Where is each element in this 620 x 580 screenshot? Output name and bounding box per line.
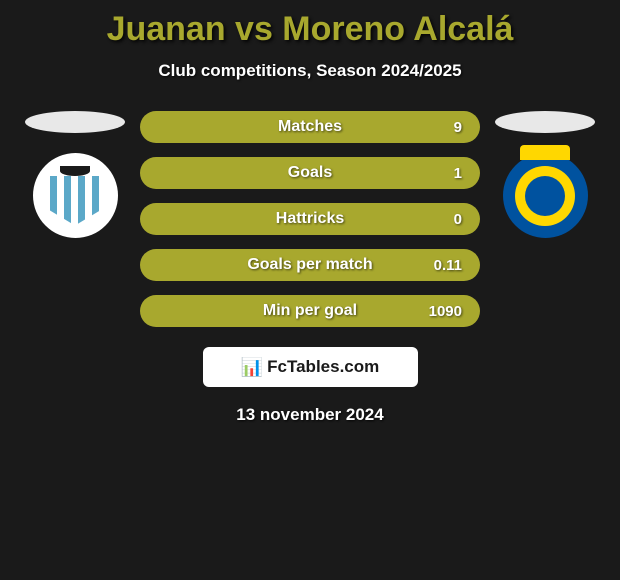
crest-left-shield bbox=[50, 166, 100, 226]
club-crest-left bbox=[33, 153, 118, 238]
player-left-column bbox=[25, 111, 125, 238]
stat-bar-hattricks: Hattricks 0 bbox=[140, 203, 480, 235]
stat-bar-goals: Goals 1 bbox=[140, 157, 480, 189]
stat-label: Goals per match bbox=[247, 256, 372, 274]
stat-label: Matches bbox=[278, 118, 342, 136]
branding-badge: 📊 FcTables.com bbox=[203, 347, 418, 387]
stat-label: Hattricks bbox=[276, 210, 344, 228]
stats-column: Matches 9 Goals 1 Hattricks 0 Goals per … bbox=[140, 111, 480, 327]
stat-bar-matches: Matches 9 bbox=[140, 111, 480, 143]
stat-label: Min per goal bbox=[263, 302, 357, 320]
stat-value: 0.11 bbox=[434, 257, 462, 274]
player-right-column bbox=[495, 111, 595, 238]
infographic-container: Juanan vs Moreno Alcalá Club competition… bbox=[0, 0, 620, 435]
player-right-silhouette bbox=[495, 111, 595, 133]
stat-value: 1 bbox=[454, 165, 462, 182]
stat-value: 0 bbox=[454, 211, 462, 228]
branding-text: FcTables.com bbox=[267, 357, 379, 377]
player-left-silhouette bbox=[25, 111, 125, 133]
stat-value: 1090 bbox=[429, 303, 462, 320]
club-crest-right bbox=[503, 153, 588, 238]
date-label: 13 november 2024 bbox=[0, 405, 620, 425]
stat-bar-goals-per-match: Goals per match 0.11 bbox=[140, 249, 480, 281]
content-row: Matches 9 Goals 1 Hattricks 0 Goals per … bbox=[0, 111, 620, 327]
stat-bar-min-per-goal: Min per goal 1090 bbox=[140, 295, 480, 327]
crest-right-ring bbox=[515, 166, 575, 226]
season-subtitle: Club competitions, Season 2024/2025 bbox=[0, 61, 620, 81]
stat-value: 9 bbox=[454, 119, 462, 136]
bat-icon bbox=[60, 166, 90, 176]
crown-icon bbox=[520, 145, 570, 160]
chart-icon: 📊 bbox=[241, 357, 263, 378]
stat-label: Goals bbox=[288, 164, 332, 182]
comparison-title: Juanan vs Moreno Alcalá bbox=[0, 10, 620, 49]
stripes-icon bbox=[50, 176, 100, 226]
crest-right-center bbox=[525, 176, 565, 216]
